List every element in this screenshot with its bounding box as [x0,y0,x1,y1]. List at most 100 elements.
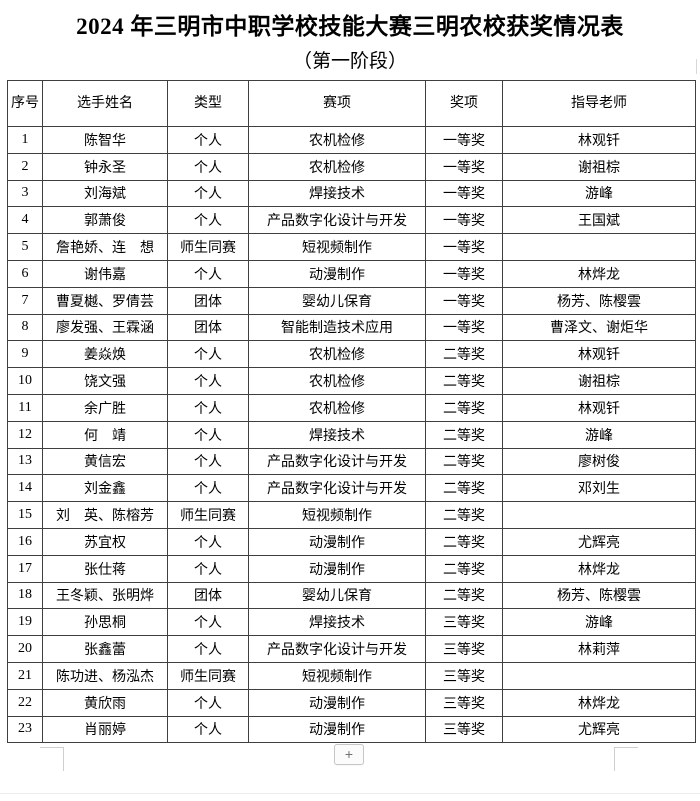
cell-index[interactable]: 3 [7,179,43,208]
cell-teacher[interactable]: 邓刘生 [502,474,696,503]
cell-award[interactable]: 二等奖 [425,554,503,583]
cell-index[interactable]: 15 [7,501,43,529]
cell-index[interactable]: 4 [7,206,43,235]
cell-teacher[interactable]: 杨芳、陈樱雲 [502,581,696,610]
cell-index[interactable]: 20 [7,635,43,663]
cell-type[interactable]: 师生同赛 [167,501,249,529]
cell-award[interactable]: 一等奖 [425,179,503,208]
cell-teacher[interactable]: 林烨龙 [502,688,696,717]
cell-index[interactable]: 6 [7,259,43,288]
cell-teacher[interactable]: 谢祖棕 [502,152,696,181]
cell-name[interactable]: 姜焱焕 [42,340,168,369]
cell-index[interactable]: 17 [7,554,43,583]
cell-name[interactable]: 黄欣雨 [42,688,168,717]
cell-type[interactable]: 个人 [167,340,249,369]
cell-event[interactable]: 产品数字化设计与开发 [248,635,426,663]
cell-event[interactable]: 焊接技术 [248,420,426,449]
cell-type[interactable]: 个人 [167,393,249,422]
header-award[interactable]: 奖项 [425,80,503,127]
cell-teacher[interactable]: 林烨龙 [502,259,696,288]
cell-name[interactable]: 陈功进、杨泓杰 [42,661,168,690]
cell-type[interactable]: 团体 [167,286,249,315]
cell-name[interactable]: 何 靖 [42,420,168,449]
cell-index[interactable]: 14 [7,474,43,503]
cell-award[interactable]: 三等奖 [425,715,503,744]
cell-type[interactable]: 个人 [167,259,249,288]
page-subtitle[interactable]: （第一阶段） [292,51,407,72]
cell-type[interactable]: 个人 [167,527,249,556]
cell-teacher[interactable]: 王国斌 [502,206,696,235]
cell-type[interactable]: 个人 [167,474,249,503]
cell-type[interactable]: 个人 [167,179,249,208]
cell-teacher[interactable]: 林观钎 [502,393,696,422]
cell-type[interactable]: 个人 [167,635,249,663]
cell-name[interactable]: 苏宜权 [42,527,168,556]
cell-event[interactable]: 动漫制作 [248,715,426,744]
cell-name[interactable]: 钟永圣 [42,152,168,181]
cell-name[interactable]: 余广胜 [42,393,168,422]
cell-teacher[interactable]: 尤辉亮 [502,715,696,744]
cell-teacher[interactable]: 游峰 [502,179,696,208]
cell-teacher[interactable]: 林观钎 [502,340,696,369]
cell-name[interactable]: 刘海斌 [42,179,168,208]
cell-index[interactable]: 7 [7,286,43,315]
cell-index[interactable]: 22 [7,688,43,717]
cell-event[interactable]: 短视频制作 [248,661,426,690]
cell-index[interactable]: 2 [7,152,43,181]
add-row-button[interactable]: + [334,744,364,765]
cell-type[interactable]: 个人 [167,715,249,744]
cell-name[interactable]: 饶文强 [42,367,168,395]
cell-event[interactable]: 短视频制作 [248,501,426,529]
cell-index[interactable]: 8 [7,313,43,342]
cell-name[interactable]: 肖丽婷 [42,715,168,744]
cell-teacher[interactable]: 杨芳、陈樱雲 [502,286,696,315]
cell-index[interactable]: 21 [7,661,43,690]
cell-index[interactable]: 5 [7,233,43,261]
cell-event[interactable]: 动漫制作 [248,527,426,556]
cell-type[interactable]: 个人 [167,420,249,449]
cell-award[interactable]: 三等奖 [425,688,503,717]
cell-teacher[interactable]: 林莉萍 [502,635,696,663]
cell-type[interactable]: 团体 [167,581,249,610]
cell-type[interactable]: 个人 [167,447,249,476]
cell-event[interactable]: 农机检修 [248,367,426,395]
cell-award[interactable]: 三等奖 [425,635,503,663]
header-teacher[interactable]: 指导老师 [502,80,696,127]
cell-award[interactable]: 一等奖 [425,313,503,342]
cell-event[interactable]: 动漫制作 [248,259,426,288]
cell-teacher[interactable] [502,501,696,529]
cell-teacher[interactable]: 尤辉亮 [502,527,696,556]
cell-teacher[interactable]: 谢祖棕 [502,367,696,395]
cell-name[interactable]: 刘金鑫 [42,474,168,503]
cell-type[interactable]: 师生同赛 [167,233,249,261]
cell-teacher[interactable]: 林烨龙 [502,554,696,583]
cell-event[interactable]: 婴幼儿保育 [248,581,426,610]
cell-name[interactable]: 陈智华 [42,126,168,154]
cell-teacher[interactable] [502,233,696,261]
cell-award[interactable]: 二等奖 [425,420,503,449]
cell-event[interactable]: 短视频制作 [248,233,426,261]
cell-type[interactable]: 师生同赛 [167,661,249,690]
cell-award[interactable]: 一等奖 [425,286,503,315]
cell-event[interactable]: 焊接技术 [248,179,426,208]
cell-award[interactable]: 二等奖 [425,581,503,610]
cell-index[interactable]: 10 [7,367,43,395]
cell-award[interactable]: 三等奖 [425,661,503,690]
cell-type[interactable]: 个人 [167,554,249,583]
cell-type[interactable]: 个人 [167,206,249,235]
cell-award[interactable]: 二等奖 [425,527,503,556]
cell-type[interactable]: 个人 [167,688,249,717]
cell-name[interactable]: 张仕蒋 [42,554,168,583]
cell-index[interactable]: 23 [7,715,43,744]
cell-name[interactable]: 张鑫蕾 [42,635,168,663]
cell-teacher[interactable]: 廖树俊 [502,447,696,476]
cell-event[interactable]: 产品数字化设计与开发 [248,474,426,503]
cell-award[interactable]: 二等奖 [425,340,503,369]
cell-event[interactable]: 产品数字化设计与开发 [248,206,426,235]
cell-event[interactable]: 农机检修 [248,152,426,181]
cell-award[interactable]: 一等奖 [425,152,503,181]
cell-award[interactable]: 一等奖 [425,259,503,288]
cell-event[interactable]: 农机检修 [248,126,426,154]
cell-event[interactable]: 农机检修 [248,393,426,422]
cell-award[interactable]: 二等奖 [425,393,503,422]
